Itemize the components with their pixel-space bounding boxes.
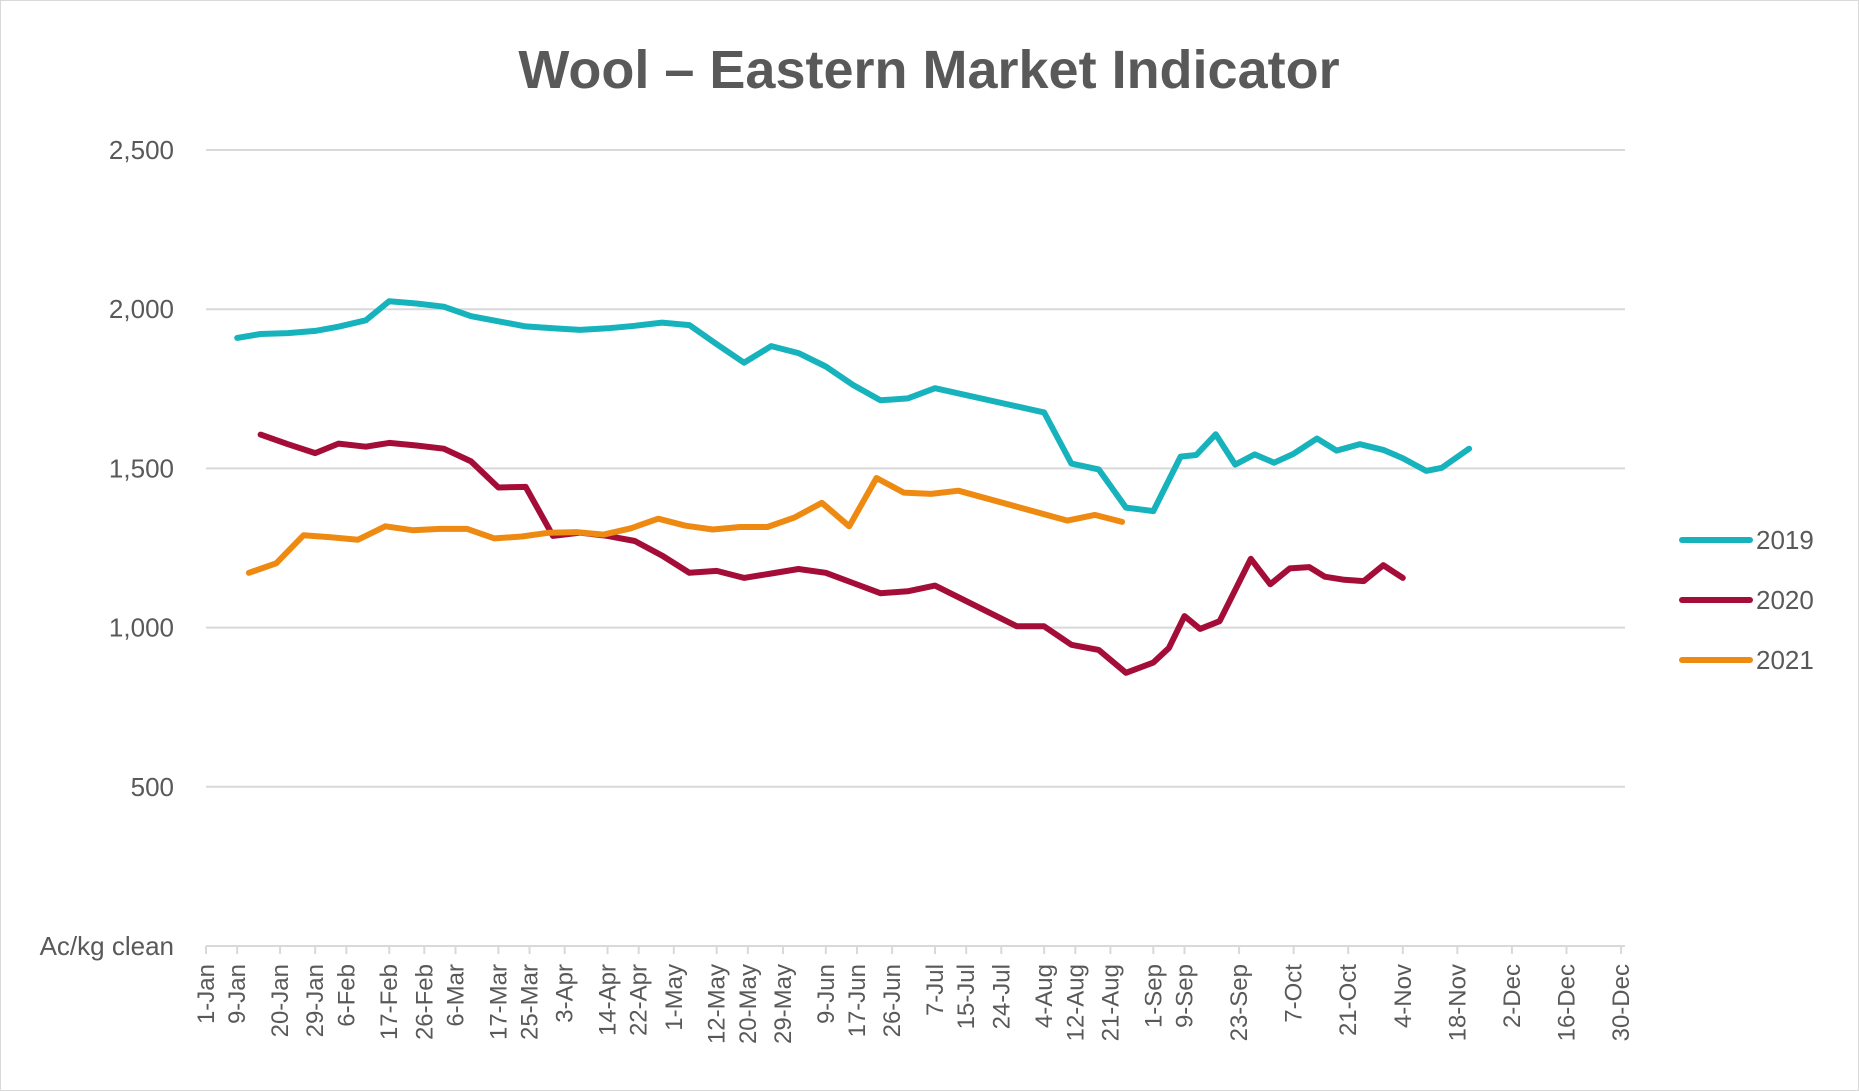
y-tick-label: 2,500 — [109, 135, 174, 165]
x-tick-label: 9-Jan — [224, 964, 251, 1024]
x-tick-label: 24-Jul — [988, 964, 1015, 1029]
chart-title: Wool – Eastern Market Indicator — [518, 40, 1339, 100]
x-tick-label: 25-Mar — [517, 964, 544, 1040]
series-line-2019 — [234, 298, 1473, 515]
y-axis-ticks: 500 1,000 1,500 2,000 2,500 — [109, 135, 174, 802]
x-tick-label: 1-Sep — [1140, 964, 1167, 1028]
series-lines — [234, 298, 1473, 676]
x-tick-label: 17-Jun — [844, 964, 871, 1037]
x-tick-label: 21-Aug — [1097, 964, 1124, 1041]
x-axis-ticks: 1-Jan 9-Jan 20-Jan 29-Jan 6-Feb 17-Feb 26-Feb 6… — [193, 964, 1635, 1044]
x-tick-label: 6-Mar — [442, 964, 469, 1027]
gridlines — [205, 149, 1625, 954]
x-tick-label: 30-Dec — [1608, 964, 1635, 1041]
x-tick-label: 7-Oct — [1281, 964, 1308, 1023]
legend: 2019 2020 2021 — [1679, 525, 1814, 675]
legend-label-2019: 2019 — [1756, 525, 1814, 555]
x-tick-label: 26-Feb — [411, 964, 438, 1040]
legend-label-2021: 2021 — [1756, 645, 1814, 675]
x-tick-label: 7-Jul — [922, 964, 949, 1016]
x-tick-label: 9-Jun — [813, 964, 840, 1024]
x-tick-label: 4-Aug — [1031, 964, 1058, 1028]
x-tick-label: 17-Feb — [376, 964, 403, 1040]
y-tick-label: 2,000 — [109, 294, 174, 324]
x-tick-label: 20-Jan — [267, 964, 294, 1037]
x-tick-label: 2-Dec — [1499, 964, 1526, 1028]
x-tick-label: 12-Aug — [1062, 964, 1089, 1041]
x-tick-label: 6-Feb — [333, 964, 360, 1027]
x-tick-label: 29-May — [770, 964, 797, 1044]
x-tick-label: 12-May — [704, 964, 731, 1044]
legend-label-2020: 2020 — [1756, 585, 1814, 615]
x-tick-label: 1-Jan — [193, 964, 220, 1024]
series-line-2020 — [257, 431, 1406, 676]
x-tick-label: 18-Nov — [1444, 964, 1471, 1041]
x-tick-label: 21-Oct — [1335, 964, 1362, 1036]
x-tick-label: 15-Jul — [953, 964, 980, 1029]
x-tick-label: 23-Sep — [1226, 964, 1253, 1041]
y-axis-label: Ac/kg clean — [40, 931, 174, 961]
series-line-2021 — [245, 475, 1126, 576]
x-tick-label: 14-Apr — [595, 964, 622, 1036]
y-tick-label: 500 — [131, 772, 174, 802]
x-tick-label: 22-Apr — [626, 964, 653, 1036]
y-tick-label: 1,500 — [109, 453, 174, 483]
x-tick-label: 4-Nov — [1390, 964, 1417, 1028]
y-tick-label: 1,000 — [109, 613, 174, 643]
x-tick-label: 17-Mar — [485, 964, 512, 1040]
x-tick-label: 9-Sep — [1171, 964, 1198, 1028]
x-tick-label: 29-Jan — [302, 964, 329, 1037]
x-tick-label: 3-Apr — [552, 964, 579, 1023]
x-tick-label: 26-Jun — [879, 964, 906, 1037]
x-tick-label: 20-May — [735, 964, 762, 1044]
x-tick-label: 1-May — [661, 964, 688, 1031]
x-tick-label: 16-Dec — [1554, 964, 1581, 1041]
